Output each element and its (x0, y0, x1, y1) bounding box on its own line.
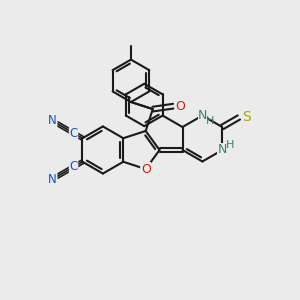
Text: O: O (175, 100, 185, 113)
Text: C: C (69, 160, 78, 173)
Text: C: C (69, 127, 78, 140)
Text: H: H (206, 116, 214, 126)
Text: N: N (198, 109, 207, 122)
Text: N: N (48, 114, 57, 127)
Text: N: N (48, 172, 57, 186)
Text: S: S (242, 110, 250, 124)
Text: O: O (141, 163, 151, 176)
Text: N: N (218, 143, 227, 157)
Text: H: H (226, 140, 234, 150)
